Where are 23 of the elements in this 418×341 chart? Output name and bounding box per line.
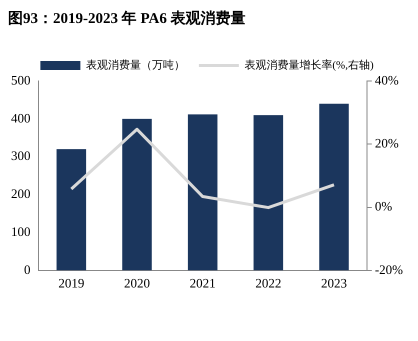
bar xyxy=(188,114,218,270)
y-tick-label: 500 xyxy=(11,72,30,88)
y2-tick-label: 0% xyxy=(374,198,392,214)
legend-label: 表观消费量增长率(%,右轴) xyxy=(244,58,374,72)
y2-tick-label: 20% xyxy=(374,136,399,151)
bar xyxy=(122,118,152,270)
x-tick-label: 2019 xyxy=(58,276,84,291)
bar xyxy=(319,104,349,270)
bar xyxy=(56,149,86,270)
x-tick-label: 2020 xyxy=(124,276,150,291)
x-tick-label: 2023 xyxy=(321,276,348,291)
y2-tick-label: -20% xyxy=(374,262,404,277)
bar xyxy=(254,115,284,270)
y-tick-label: 100 xyxy=(11,224,30,239)
y2-tick-label: 40% xyxy=(374,72,399,88)
y-tick-label: 400 xyxy=(11,110,30,126)
x-tick-label: 2022 xyxy=(255,276,282,291)
x-tick-label: 2021 xyxy=(190,276,216,291)
y-tick-label: 200 xyxy=(11,186,30,202)
y-tick-label: 0 xyxy=(24,262,30,277)
y-tick-label: 300 xyxy=(11,148,30,164)
legend-label: 表观消费量（万吨） xyxy=(86,58,185,72)
chart-title: 图93：2019-2023 年 PA6 表观消费量 xyxy=(8,10,246,27)
